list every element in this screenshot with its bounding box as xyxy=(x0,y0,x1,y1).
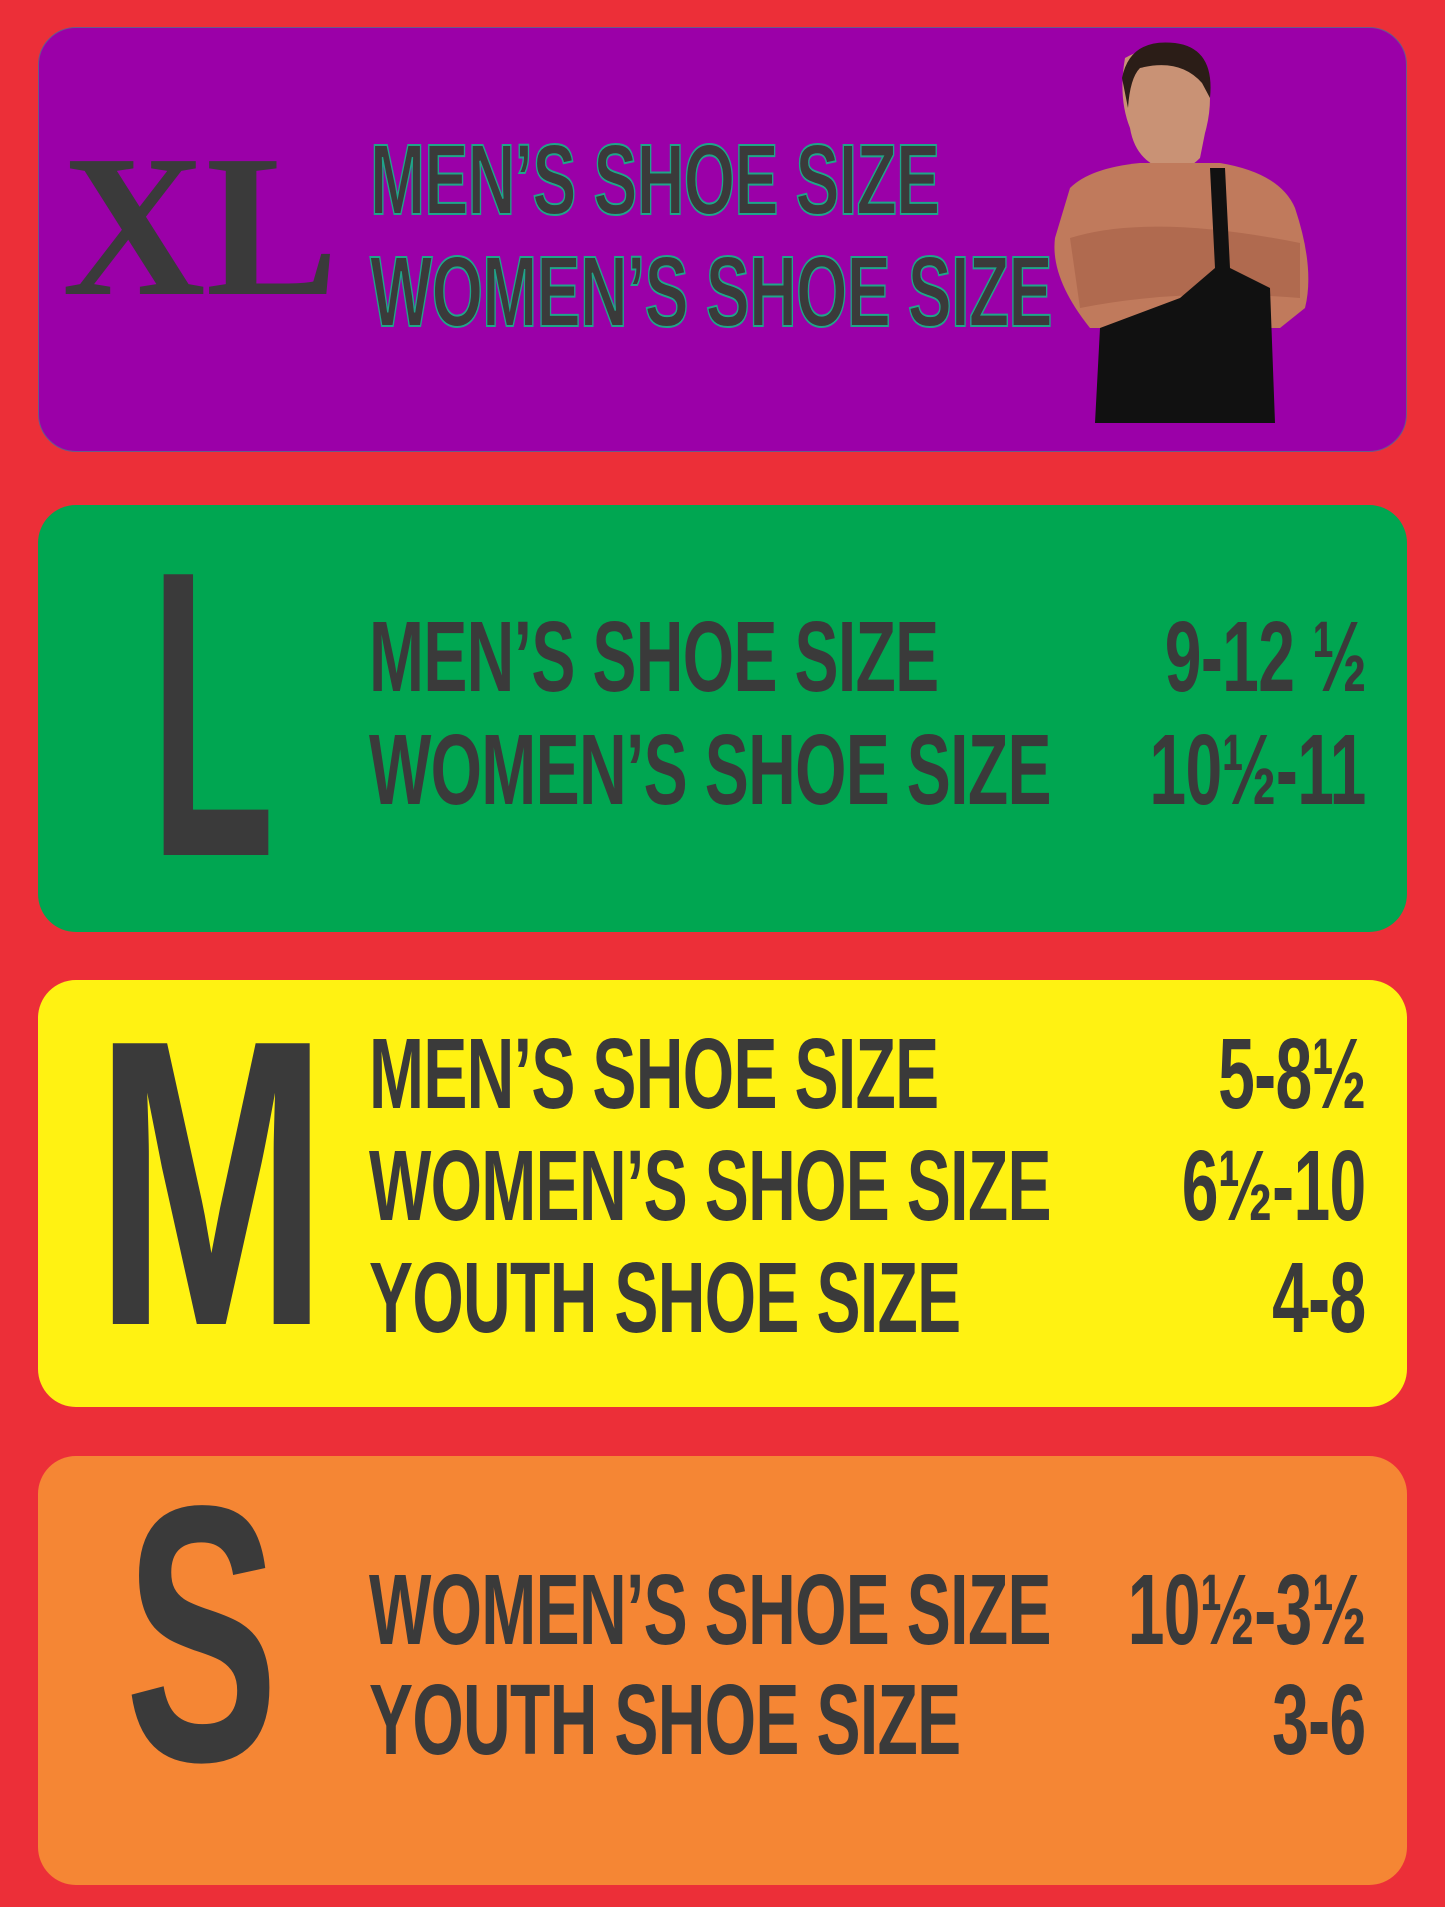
size-value: 6½-10 xyxy=(1182,1130,1366,1242)
size-label: YOUTH SHOE SIZE xyxy=(369,1242,961,1354)
size-label: MEN’S SHOE SIZE xyxy=(369,124,941,236)
wrestler-photo xyxy=(1054,42,1309,423)
size-value: 5-8½ xyxy=(1218,1018,1366,1130)
size-value: 10½-11 xyxy=(1149,714,1367,826)
size-panel-l: L MEN’S SHOE SIZE 9-12 ½ WOMEN’S SHOE SI… xyxy=(38,505,1407,932)
size-label: YOUTH SHOE SIZE xyxy=(369,1664,961,1776)
size-value: 3-6 xyxy=(1272,1664,1367,1776)
size-value: 10½-3½ xyxy=(1127,1554,1367,1666)
size-panel-s: S WOMEN’S SHOE SIZE 10½-3½ YOUTH SHOE SI… xyxy=(38,1456,1407,1885)
size-letter: M xyxy=(94,980,329,1407)
size-label: MEN’S SHOE SIZE xyxy=(369,601,939,713)
size-value: 4-8 xyxy=(1272,1242,1367,1354)
size-value: 9-12 ½ xyxy=(1164,601,1366,713)
size-letter: XL xyxy=(62,113,339,338)
size-letter: L xyxy=(150,505,275,932)
size-label: WOMEN’S SHOE SIZE xyxy=(369,714,1052,826)
size-panel-m: M MEN’S SHOE SIZE 5-8½ WOMEN’S SHOE SIZE… xyxy=(38,980,1407,1407)
size-label: MEN’S SHOE SIZE xyxy=(369,1018,939,1130)
size-label: WOMEN’S SHOE SIZE xyxy=(369,1130,1052,1242)
size-label: WOMEN’S SHOE SIZE xyxy=(369,236,1053,348)
size-label: WOMEN’S SHOE SIZE xyxy=(369,1554,1052,1666)
size-letter: S xyxy=(125,1456,279,1838)
size-panel-xl: XL MEN’S SHOE SIZE WOMEN’S SHOE SIZE xyxy=(38,27,1407,452)
